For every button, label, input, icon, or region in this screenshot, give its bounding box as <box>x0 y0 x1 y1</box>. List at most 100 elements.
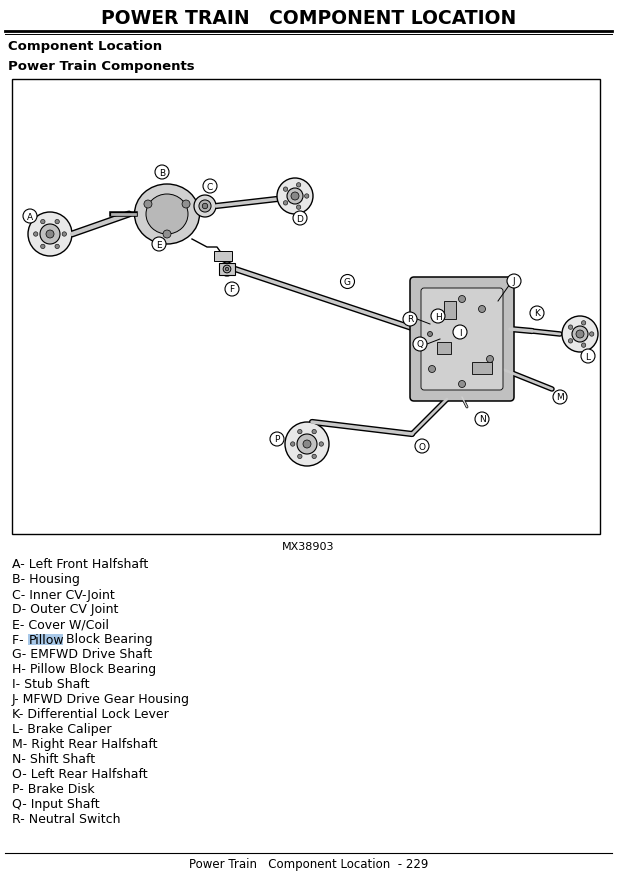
Text: H- Pillow Block Bearing: H- Pillow Block Bearing <box>12 663 156 676</box>
Text: R- Neutral Switch: R- Neutral Switch <box>12 813 120 825</box>
Circle shape <box>55 220 59 225</box>
Circle shape <box>277 179 313 215</box>
Text: H: H <box>434 312 441 321</box>
Circle shape <box>296 183 301 188</box>
Circle shape <box>33 232 38 237</box>
Text: MX38903: MX38903 <box>282 541 335 552</box>
Text: A: A <box>27 212 33 221</box>
Text: E- Cover W/Coil: E- Cover W/Coil <box>12 617 109 631</box>
Circle shape <box>479 306 486 313</box>
Text: Block Bearing: Block Bearing <box>62 633 152 645</box>
Circle shape <box>568 325 573 330</box>
Text: P: P <box>275 435 280 444</box>
Bar <box>444 302 456 319</box>
Text: K- Differential Lock Lever: K- Differential Lock Lever <box>12 708 169 721</box>
Circle shape <box>270 432 284 446</box>
Circle shape <box>28 213 72 257</box>
Text: O: O <box>418 442 426 451</box>
Circle shape <box>568 339 573 344</box>
Circle shape <box>572 326 588 343</box>
Circle shape <box>562 317 598 353</box>
Ellipse shape <box>135 185 199 245</box>
Circle shape <box>431 310 445 324</box>
Text: N: N <box>479 415 486 424</box>
Circle shape <box>297 430 302 434</box>
Circle shape <box>144 201 152 209</box>
Text: G: G <box>344 278 351 287</box>
Text: M- Right Rear Halfshaft: M- Right Rear Halfshaft <box>12 738 157 751</box>
Bar <box>437 343 451 354</box>
Text: C- Inner CV-Joint: C- Inner CV-Joint <box>12 588 115 601</box>
Circle shape <box>475 412 489 426</box>
Circle shape <box>413 338 427 352</box>
Circle shape <box>428 332 433 337</box>
Text: G- EMFWD Drive Shaft: G- EMFWD Drive Shaft <box>12 648 152 660</box>
Circle shape <box>291 193 299 201</box>
Circle shape <box>283 202 288 206</box>
Text: P- Brake Disk: P- Brake Disk <box>12 782 94 795</box>
Circle shape <box>305 195 309 199</box>
Circle shape <box>507 275 521 289</box>
Circle shape <box>62 232 67 237</box>
Circle shape <box>553 390 567 404</box>
Bar <box>472 362 492 374</box>
Circle shape <box>287 189 303 204</box>
Circle shape <box>46 231 54 239</box>
Circle shape <box>41 245 45 249</box>
Bar <box>214 252 232 261</box>
Circle shape <box>297 434 317 454</box>
Text: F: F <box>230 285 234 294</box>
Text: D- Outer CV Joint: D- Outer CV Joint <box>12 602 118 616</box>
Circle shape <box>225 282 239 296</box>
Bar <box>12 80 600 534</box>
Circle shape <box>420 324 440 345</box>
Circle shape <box>283 188 288 192</box>
Text: Pillow: Pillow <box>28 633 64 645</box>
Text: O- Left Rear Halfshaft: O- Left Rear Halfshaft <box>12 767 147 781</box>
Text: B- Housing: B- Housing <box>12 573 80 586</box>
Text: Power Train   Component Location  - 229: Power Train Component Location - 229 <box>189 858 428 871</box>
Circle shape <box>458 381 465 388</box>
Circle shape <box>202 204 208 210</box>
Text: F-: F- <box>12 633 28 645</box>
Circle shape <box>581 344 586 348</box>
Text: J- MFWD Drive Gear Housing: J- MFWD Drive Gear Housing <box>12 693 190 706</box>
Circle shape <box>297 454 302 459</box>
Text: M: M <box>556 393 564 402</box>
Circle shape <box>530 307 544 321</box>
Circle shape <box>182 201 190 209</box>
Text: B: B <box>159 168 165 177</box>
Circle shape <box>424 329 436 340</box>
Circle shape <box>403 312 417 326</box>
Circle shape <box>285 423 329 467</box>
Circle shape <box>220 263 234 276</box>
Circle shape <box>23 210 37 224</box>
Circle shape <box>40 225 60 245</box>
Circle shape <box>55 245 59 249</box>
FancyBboxPatch shape <box>28 634 62 645</box>
Text: J: J <box>513 277 515 286</box>
Circle shape <box>303 440 311 448</box>
Circle shape <box>589 332 594 337</box>
Circle shape <box>341 275 355 289</box>
Circle shape <box>581 321 586 325</box>
Text: L: L <box>586 352 590 361</box>
Text: D: D <box>297 214 304 224</box>
Text: L- Brake Caliper: L- Brake Caliper <box>12 723 112 736</box>
Circle shape <box>155 166 169 180</box>
Circle shape <box>415 439 429 453</box>
Circle shape <box>223 266 231 274</box>
Circle shape <box>458 296 465 303</box>
FancyBboxPatch shape <box>410 278 514 402</box>
Circle shape <box>486 356 494 363</box>
Circle shape <box>291 442 295 446</box>
Circle shape <box>428 366 436 373</box>
Text: Q- Input Shaft: Q- Input Shaft <box>12 797 99 810</box>
Circle shape <box>225 268 229 272</box>
Circle shape <box>312 454 317 459</box>
Text: POWER TRAIN   COMPONENT LOCATION: POWER TRAIN COMPONENT LOCATION <box>101 9 516 27</box>
Ellipse shape <box>146 195 188 235</box>
Text: N- Shift Shaft: N- Shift Shaft <box>12 752 95 766</box>
Text: R: R <box>407 315 413 324</box>
Circle shape <box>293 211 307 225</box>
